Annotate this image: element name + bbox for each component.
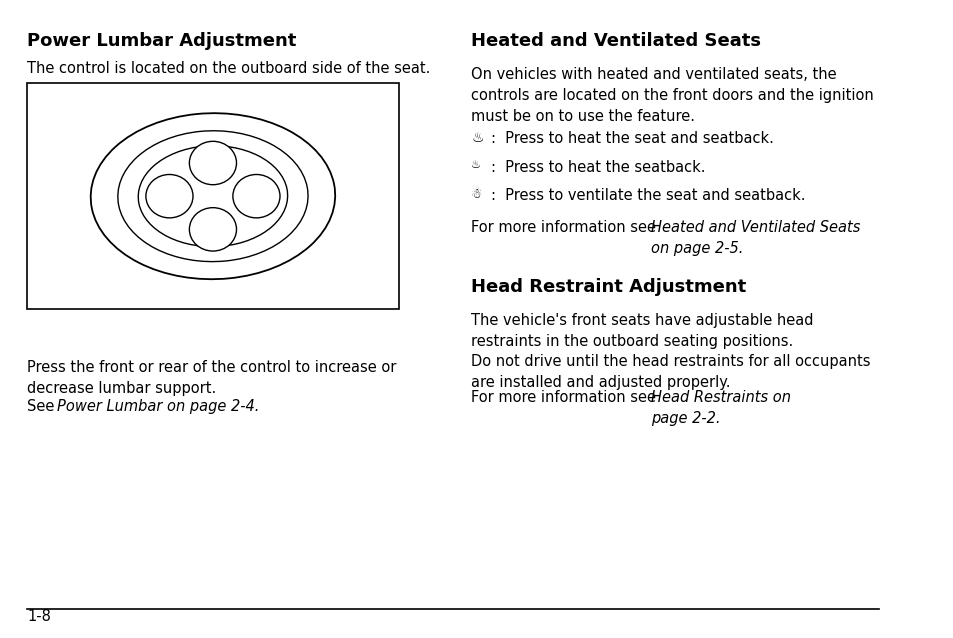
Text: For more information see: For more information see bbox=[471, 220, 660, 235]
Text: :  Press to heat the seat and seatback.: : Press to heat the seat and seatback. bbox=[491, 131, 773, 146]
Text: Heated and Ventilated Seats: Heated and Ventilated Seats bbox=[471, 32, 760, 50]
Text: Power Lumbar on page 2-4.: Power Lumbar on page 2-4. bbox=[57, 399, 259, 414]
Text: 1-8: 1-8 bbox=[27, 609, 51, 624]
Text: Heated and Ventilated Seats
on page 2-5.: Heated and Ventilated Seats on page 2-5. bbox=[650, 220, 859, 256]
Ellipse shape bbox=[190, 141, 236, 185]
Ellipse shape bbox=[190, 208, 236, 251]
Text: Press the front or rear of the control to increase or
decrease lumbar support.: Press the front or rear of the control t… bbox=[27, 360, 396, 396]
Text: Head Restraint Adjustment: Head Restraint Adjustment bbox=[471, 278, 745, 295]
Ellipse shape bbox=[118, 131, 308, 262]
Ellipse shape bbox=[138, 145, 288, 247]
Text: ☃: ☃ bbox=[471, 188, 482, 201]
Ellipse shape bbox=[233, 174, 279, 218]
Text: On vehicles with heated and ventilated seats, the
controls are located on the fr: On vehicles with heated and ventilated s… bbox=[471, 67, 873, 124]
Bar bbox=[27, 83, 398, 309]
Text: Do not drive until the head restraints for all occupants
are installed and adjus: Do not drive until the head restraints f… bbox=[471, 354, 870, 390]
Text: The vehicle's front seats have adjustable head
restraints in the outboard seatin: The vehicle's front seats have adjustabl… bbox=[471, 313, 813, 348]
Text: The control is located on the outboard side of the seat.: The control is located on the outboard s… bbox=[27, 61, 430, 76]
Text: ♨: ♨ bbox=[471, 131, 483, 145]
Text: Head Restraints on
page 2-2.: Head Restraints on page 2-2. bbox=[650, 390, 790, 426]
Text: ♨: ♨ bbox=[471, 160, 480, 170]
Text: :  Press to ventilate the seat and seatback.: : Press to ventilate the seat and seatba… bbox=[491, 188, 804, 204]
Text: Power Lumbar Adjustment: Power Lumbar Adjustment bbox=[27, 32, 296, 50]
Text: See: See bbox=[27, 399, 59, 414]
Text: For more information see: For more information see bbox=[471, 390, 660, 406]
Ellipse shape bbox=[91, 113, 335, 279]
Text: :  Press to heat the seatback.: : Press to heat the seatback. bbox=[491, 160, 705, 175]
Ellipse shape bbox=[146, 174, 193, 218]
